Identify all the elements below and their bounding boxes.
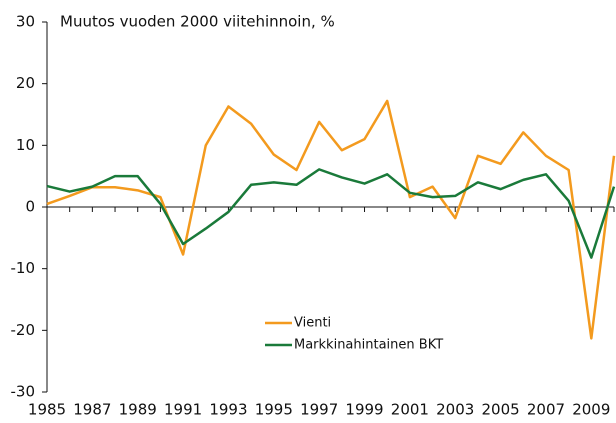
y-tick-label: 20	[16, 74, 35, 92]
x-tick-label: 1985	[28, 401, 66, 419]
y-tick-label: -30	[11, 383, 36, 401]
x-tick-label: 1995	[255, 401, 293, 419]
series-line	[46, 168, 616, 259]
x-tick-label: 2001	[391, 401, 429, 419]
series-line	[46, 99, 616, 340]
y-tick-label: 10	[16, 136, 35, 154]
x-tick-label: 2003	[436, 401, 474, 419]
y-tick-label: 0	[25, 198, 35, 216]
x-tick-label: 2005	[482, 401, 520, 419]
y-tick-label: -20	[11, 321, 36, 339]
x-tick-label: 1999	[345, 401, 383, 419]
x-tick-label: 1997	[300, 401, 338, 419]
y-tick-label: -10	[11, 259, 36, 277]
x-tick-label: 1991	[164, 401, 202, 419]
x-tick-label: 2007	[527, 401, 565, 419]
y-tick-label: 30	[16, 13, 35, 31]
x-tick-label: 1987	[73, 401, 111, 419]
legend-label: Markkinahintainen BKT	[294, 338, 443, 353]
chart-title: Muutos vuoden 2000 viitehinnoin, %	[60, 13, 335, 31]
legend-label: Vienti	[294, 316, 331, 331]
x-tick-label: 2009	[572, 401, 610, 419]
x-tick-label: 1989	[119, 401, 157, 419]
x-tick-label: 1993	[209, 401, 247, 419]
